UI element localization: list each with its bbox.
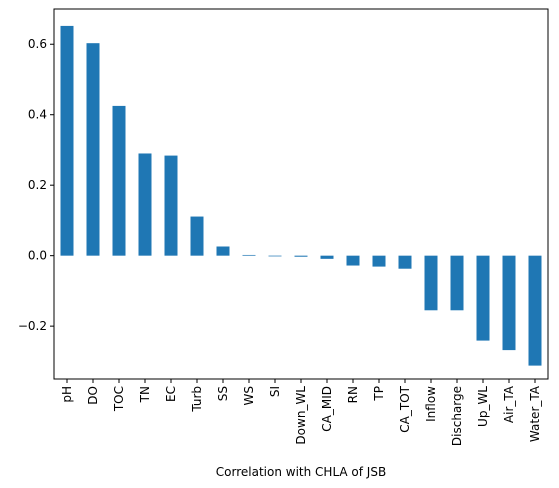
y-tick-label: 0.4 [28, 108, 47, 122]
y-tick-label: 0.6 [28, 37, 47, 51]
bar-down-wl [294, 255, 308, 257]
bar-toc [112, 105, 126, 256]
y-tick-label: 0.2 [28, 178, 47, 192]
bar-si [268, 255, 282, 257]
bar-ss [216, 246, 230, 256]
bar-inflow [424, 255, 438, 311]
bar-ph [60, 25, 74, 256]
x-tick-label: Up_WL [476, 386, 490, 427]
x-tick-label: Down_WL [294, 386, 308, 445]
x-tick-label: SS [216, 386, 230, 401]
bar-ec [164, 155, 178, 256]
x-tick-label: RN [346, 386, 360, 403]
x-tick-label: TP [372, 386, 386, 402]
x-tick-label: WS [242, 386, 256, 405]
x-tick-label: Inflow [424, 386, 438, 422]
x-tick-label: Water_TA [528, 385, 542, 442]
x-tick-label: DO [86, 386, 100, 405]
x-tick-label: TOC [112, 386, 126, 412]
x-axis: pH DO TOC TN EC Turb SS WS SI Down_WL CA_MID RN TP CA… [60, 379, 542, 446]
bar-water-ta [528, 255, 542, 366]
bar-air-ta [502, 255, 516, 351]
bar-ws [242, 254, 256, 256]
y-tick-label: 0.0 [28, 249, 47, 263]
plot-frame [53, 8, 549, 380]
bars-group [60, 25, 542, 366]
bar-rn [346, 255, 360, 266]
bar-do [86, 43, 100, 256]
x-tick-label: CA_TOT [398, 385, 412, 432]
x-tick-label: Discharge [450, 386, 464, 446]
x-tick-label: EC [164, 386, 178, 402]
y-axis: −0.2 0.0 0.2 0.4 0.6 [18, 37, 54, 333]
bar-discharge [450, 255, 464, 311]
bar-tp [372, 255, 386, 267]
bar-ca-mid [320, 255, 334, 259]
x-tick-label: CA_MID [320, 386, 334, 432]
bar-up-wl [476, 255, 490, 341]
x-tick-label: Turb [190, 386, 204, 413]
y-tick-label: −0.2 [18, 319, 47, 333]
bar-turb [190, 216, 204, 256]
x-tick-label: SI [268, 386, 282, 397]
x-tick-label: TN [138, 386, 152, 403]
x-axis-label: Correlation with CHLA of JSB [216, 465, 386, 479]
bar-tn [138, 153, 152, 256]
x-tick-label: Air_TA [502, 385, 516, 423]
bar-ca-tot [398, 255, 412, 269]
x-tick-label: pH [60, 386, 74, 403]
